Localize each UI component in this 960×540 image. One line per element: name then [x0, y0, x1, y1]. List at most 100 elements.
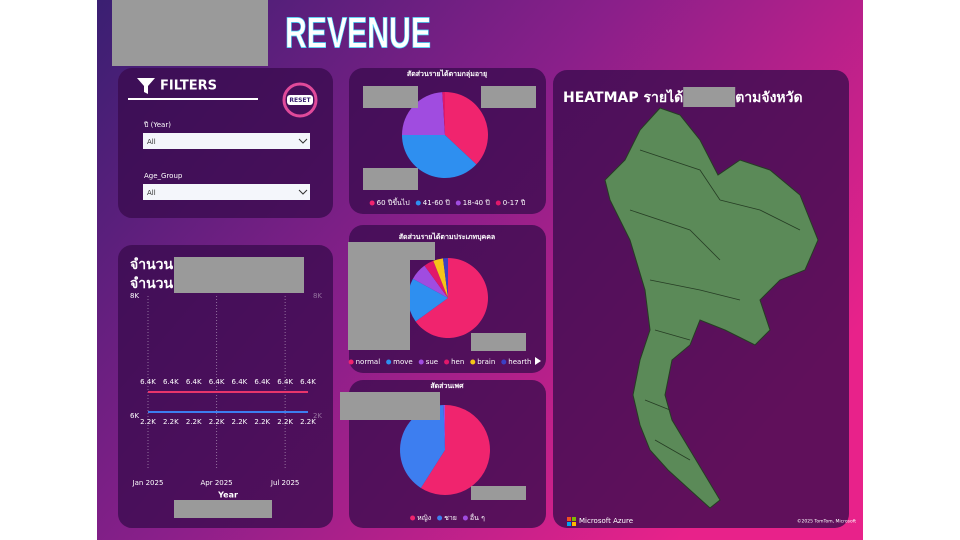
pie-slice — [433, 258, 448, 298]
data-label: 2.2K — [209, 418, 225, 426]
pie-title: สัดส่วนเพศ — [430, 382, 464, 390]
legend-label: hearth — [508, 358, 531, 366]
legend-marker — [437, 515, 443, 521]
redacted — [174, 257, 304, 293]
pie-title: สัดส่วนรายได้ตามประเภทบุคคล — [399, 232, 495, 241]
chevron — [298, 138, 308, 144]
redacted — [481, 86, 536, 108]
pie-slice — [445, 92, 489, 165]
pie-slice — [412, 265, 448, 298]
redacted — [112, 0, 268, 66]
filter-icon — [137, 78, 155, 94]
legend-label: hen — [451, 358, 464, 366]
map-credit: ©2025 TomTom, Microsoft — [797, 518, 856, 525]
legend-label: move — [393, 358, 413, 366]
legend: หญิง ชาย อื่น ๆ — [410, 513, 485, 522]
reset-bg — [287, 95, 313, 105]
azure-logo — [567, 517, 576, 526]
legend: normal move sue hen brain hearth — [348, 358, 531, 366]
pie-slice — [442, 92, 445, 135]
x-tick-label: Apr 2025 — [200, 479, 232, 487]
data-label: 6.4K — [140, 378, 156, 386]
line-title: จำนวน — [130, 276, 173, 292]
line-title: จำนวน — [130, 257, 173, 273]
map-logo: Microsoft Azure — [579, 517, 633, 525]
thailand-map[interactable] — [604, 107, 819, 509]
redacted — [683, 87, 736, 107]
legend-marker — [369, 200, 375, 206]
legend-label: 18-40 ปี — [463, 199, 491, 207]
data-label: 6.4K — [277, 378, 293, 386]
legend-label: ชาย — [444, 514, 457, 522]
pie-slice — [402, 135, 477, 178]
redacted — [174, 500, 272, 518]
y-tick-label: 8K — [130, 292, 139, 300]
legend-marker — [418, 359, 424, 365]
province-borders — [629, 149, 801, 461]
legend: 60 ปีขึ้นไป 41-60 ปี 18-40 ปี 0-17 ปี — [369, 196, 526, 207]
redacted — [471, 333, 526, 351]
redacted — [471, 486, 526, 500]
data-label: 6.4K — [300, 378, 316, 386]
legend-marker — [501, 359, 507, 365]
redacted — [348, 242, 410, 350]
legend-label: sue — [426, 358, 438, 366]
legend-marker — [455, 200, 461, 206]
redacted — [363, 168, 418, 190]
pie-slice — [442, 258, 448, 298]
pie-slice — [420, 405, 490, 495]
legend-marker — [462, 515, 468, 521]
legend-marker — [415, 200, 421, 206]
pie-slice — [400, 405, 445, 488]
legend-label: อื่น ๆ — [470, 513, 485, 522]
data-label: 2.2K — [140, 418, 156, 426]
legend-marker — [495, 200, 501, 206]
pie-slice — [407, 278, 448, 322]
legend-marker — [348, 359, 354, 365]
map-title: ตามจังหวัด — [735, 90, 802, 106]
data-label: 2.2K — [232, 418, 248, 426]
legend-label: brain — [477, 358, 495, 366]
dropdown-value: All — [147, 138, 156, 146]
data-label: 2.2K — [186, 418, 202, 426]
dropdown-value: All — [147, 189, 156, 197]
legend-label: 60 ปีขึ้นไป — [377, 196, 411, 207]
x-axis-title: Year — [217, 491, 238, 500]
filters-heading: FILTERS — [160, 79, 217, 94]
pie-title: สัดส่วนรายได้ตามกลุ่มอายุ — [407, 69, 487, 78]
legend-label: normal — [356, 358, 381, 366]
dashboard-title: REVENUE — [285, 9, 431, 58]
x-tick-label: Jan 2025 — [132, 479, 164, 487]
y2-tick-label: 8K — [313, 292, 322, 300]
reset-label: RESET — [289, 97, 311, 104]
dropdown[interactable] — [143, 184, 310, 200]
data-label: 6.4K — [209, 378, 225, 386]
legend-label: 0-17 ปี — [503, 199, 526, 207]
legend-label: หญิง — [417, 514, 431, 522]
filter-label: Age_Group — [144, 172, 183, 180]
legend-label: 41-60 ปี — [423, 199, 451, 207]
dropdown[interactable] — [143, 133, 310, 149]
redacted — [363, 86, 418, 108]
data-label: 6.4K — [186, 378, 202, 386]
pie-slice — [424, 260, 448, 298]
chevron — [298, 189, 308, 195]
y-tick-label: 6K — [130, 412, 139, 420]
legend-next-arrow[interactable] — [535, 357, 541, 365]
data-label: 6.4K — [254, 378, 270, 386]
reset-ring — [282, 82, 318, 118]
data-label: 6.4K — [163, 378, 179, 386]
data-label: 6.4K — [232, 378, 248, 386]
data-label: 2.2K — [163, 418, 179, 426]
legend-marker — [444, 359, 450, 365]
filter-label: ปี (Year) — [144, 121, 171, 129]
redacted — [340, 392, 440, 420]
reset-button[interactable]: RESET — [282, 82, 318, 118]
line-panel — [118, 245, 333, 528]
legend-marker — [386, 359, 392, 365]
legend-marker — [470, 359, 476, 365]
redacted — [410, 242, 435, 260]
data-label: 2.2K — [254, 418, 270, 426]
y2-tick-label: 2K — [313, 412, 322, 420]
